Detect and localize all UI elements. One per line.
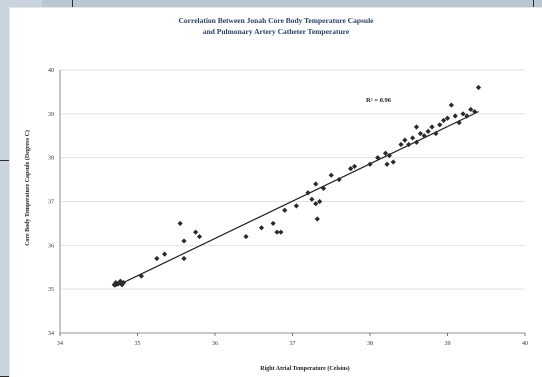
data-point <box>309 196 315 202</box>
data-point <box>313 181 319 187</box>
data-point <box>437 122 443 128</box>
y-axis-label: Core Body Temperature Capsule (Degrees C… <box>24 130 31 246</box>
data-point <box>138 273 144 279</box>
data-point <box>313 201 319 207</box>
data-point <box>448 102 454 108</box>
scatter-chart: Correlation Between Jonah Core Body Temp… <box>24 16 528 372</box>
data-point <box>429 124 435 130</box>
data-point <box>181 238 187 244</box>
data-point <box>421 133 427 139</box>
data-point <box>193 229 199 235</box>
data-point <box>177 220 183 227</box>
y-tick-label: 34 <box>48 331 54 337</box>
data-point <box>196 233 203 240</box>
data-point <box>425 128 431 134</box>
data-point <box>351 163 358 170</box>
data-point <box>274 229 280 235</box>
data-point <box>402 137 408 143</box>
y-tick-label: 36 <box>48 243 54 249</box>
data-point <box>472 109 478 115</box>
data-point <box>367 161 373 167</box>
trendline <box>113 111 479 288</box>
y-tick-label: 39 <box>48 112 54 118</box>
data-point <box>293 203 299 209</box>
x-tick-label: 34 <box>57 341 63 347</box>
data-point <box>162 251 168 257</box>
data-point <box>115 281 121 287</box>
data-point <box>181 255 187 262</box>
y-tick-label: 38 <box>48 156 54 162</box>
y-tick-label: 35 <box>48 287 54 293</box>
data-point <box>475 84 482 91</box>
r-squared-annotation: R² = 0.96 <box>366 97 392 104</box>
data-point <box>410 135 416 141</box>
data-point <box>305 190 311 196</box>
trendline-layer <box>113 111 479 288</box>
data-point <box>456 120 462 126</box>
data-point <box>390 159 396 165</box>
data-point <box>243 233 249 240</box>
data-point <box>417 130 423 137</box>
data-point <box>413 124 420 130</box>
data-point <box>375 155 381 161</box>
data-point <box>464 113 470 119</box>
y-tick-label: 40 <box>48 68 54 74</box>
data-point <box>406 141 412 148</box>
x-tick-label: 40 <box>522 341 528 347</box>
data-point <box>468 106 474 113</box>
data-point <box>278 229 284 235</box>
x-tick-label: 39 <box>445 341 451 347</box>
data-point <box>328 172 334 178</box>
axis-layer: 34 35 36 37 38 39 40 34 35 36 37 38 39 40 <box>48 68 528 347</box>
x-tick-label: 38 <box>367 341 373 347</box>
point-layer <box>111 84 482 288</box>
data-point <box>460 111 466 117</box>
data-point <box>282 207 288 213</box>
chart-title: Correlation Between Jonah Core Body Temp… <box>179 16 375 25</box>
data-point <box>314 216 320 222</box>
chart-card: Correlation Between Jonah Core Body Temp… <box>10 8 542 377</box>
data-point <box>433 130 439 137</box>
data-point <box>154 255 160 262</box>
x-tick-label: 37 <box>290 341 296 347</box>
data-point <box>382 150 389 156</box>
data-point <box>413 139 420 145</box>
x-tick-label: 36 <box>212 341 218 347</box>
y-tick-label: 37 <box>48 200 54 206</box>
data-point <box>452 113 458 119</box>
data-point <box>258 225 265 231</box>
data-point <box>386 152 392 159</box>
data-point <box>444 115 451 121</box>
data-point <box>270 220 276 227</box>
data-point <box>120 279 127 286</box>
data-point <box>441 117 447 124</box>
data-point <box>384 161 390 167</box>
chart-subtitle: and Pulmonary Artery Catheter Temperatur… <box>203 27 350 36</box>
data-point <box>398 141 404 148</box>
x-tick-label: 35 <box>135 341 141 347</box>
data-point <box>317 198 323 205</box>
data-point <box>336 176 342 183</box>
x-axis-label: Right Atrial Temperature (Celsius) <box>260 365 349 372</box>
data-point <box>348 166 354 172</box>
data-point <box>320 185 327 191</box>
